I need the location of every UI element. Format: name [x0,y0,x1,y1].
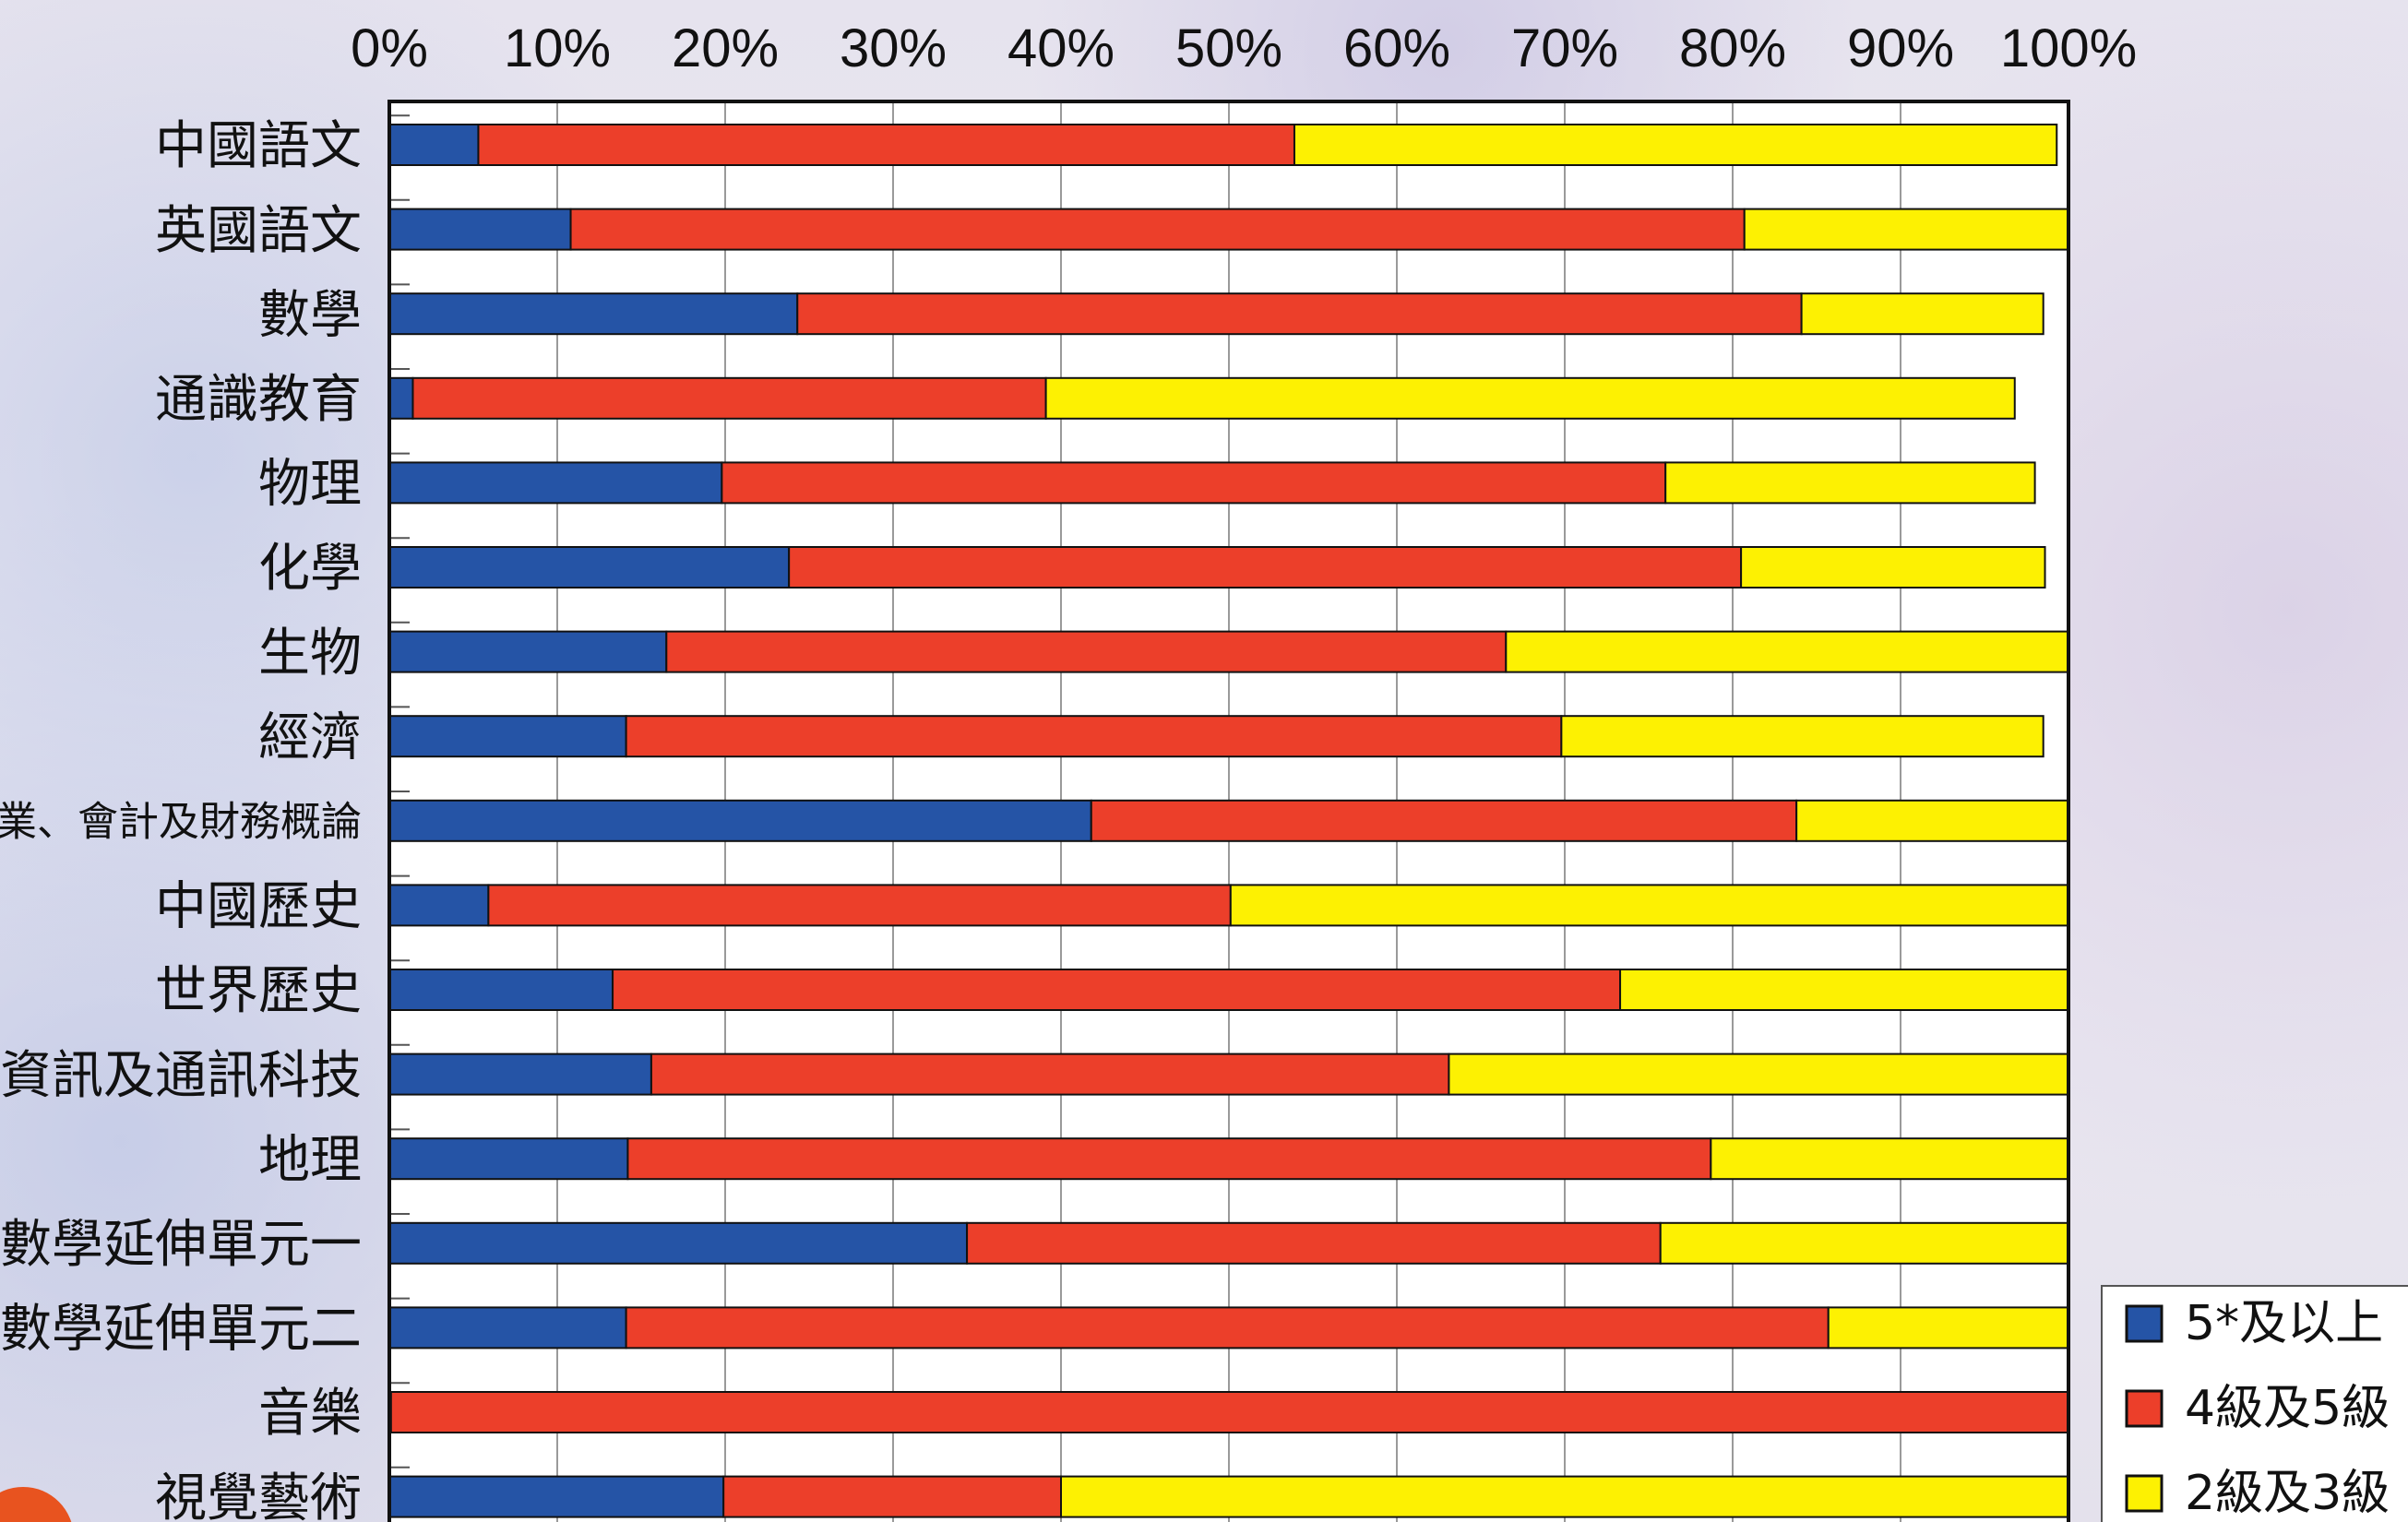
bar-segment [388,884,490,927]
x-tick-label: 90% [1847,18,1954,78]
bar-segment [1800,292,2044,336]
bar-segment [665,630,1508,673]
x-tick-label: 40% [1007,18,1115,78]
bar-segment [411,376,1047,420]
bar-segment [1619,969,2070,1011]
bar-segment [388,124,480,166]
category-label: 數學延伸單元二 [0,1300,362,1360]
bar-segment [388,715,627,758]
x-tick-label: 50% [1175,18,1282,78]
bar-segment [388,1306,627,1350]
bar-segment [1795,799,2070,842]
x-tick-label: 30% [840,18,947,78]
bar-segment [1664,461,2036,505]
bar-segment [1505,630,2070,673]
bar-segment [1229,884,2069,927]
x-tick-label: 60% [1343,18,1450,78]
bar-segment [1743,208,2069,251]
bar-segment [389,1391,2070,1433]
plot-frame [387,100,2070,1522]
bar-segment [788,546,1743,589]
legend-swatch [2125,1389,2164,1428]
legend-swatch [2125,1304,2164,1343]
bar-segment [388,969,614,1011]
bar-segment [1560,715,2044,758]
bar-segment [1659,1221,2069,1265]
bar-segment [966,1221,1662,1265]
bar-segment [612,969,1622,1011]
x-tick-label: 0% [351,18,428,78]
legend-label: 5*及以上 [2185,1296,2383,1351]
bar-segment [1740,546,2046,589]
bar-segment [388,1137,629,1181]
legend-swatch [2125,1474,2164,1513]
category-label: 經濟 [258,707,362,767]
category-label: 數學延伸單元一 [0,1215,362,1275]
bar-segment [625,1306,1830,1350]
category-label: 世界歷史 [155,961,362,1021]
bar-segment [1710,1137,2069,1181]
category-label: 中國語文 [155,116,362,176]
bar-segment [1827,1306,2069,1350]
bar-segment [1448,1052,2070,1096]
bar-segment [388,546,791,589]
bar-segment [388,1221,969,1265]
bar-segment [388,630,668,673]
category-label: 英國語文 [155,201,362,261]
category-label: 中國歷史 [155,877,362,937]
bar-segment [477,124,1295,166]
category-label: 視覺藝術 [155,1468,362,1522]
bar-segment [388,292,799,336]
bar-segment [388,461,723,505]
category-label: 音樂 [258,1384,362,1444]
legend-label: 4級及5級 [2185,1381,2390,1436]
x-tick-label: 70% [1511,18,1618,78]
x-tick-label: 100% [2000,18,2137,78]
category-label: 數學 [258,285,362,345]
category-label: 生物 [258,624,362,684]
x-tick-label: 20% [672,18,779,78]
bar-segment [1060,1475,2069,1518]
bar-segment [388,1475,725,1518]
category-label: 資訊及通訊科技 [0,1046,362,1106]
bar-segment [625,715,1563,758]
bar-segment [569,208,1746,251]
category-label: 化學 [258,539,362,599]
bar-segment [722,1475,1062,1518]
bar-segment [1090,799,1798,842]
category-label: 通識教育 [155,370,362,430]
category-label: 物理 [258,455,362,515]
bar-segment [487,884,1232,927]
bar-segment [650,1052,1450,1096]
legend-label: 2級及3級 [2185,1466,2390,1521]
bar-segment [1293,124,2058,166]
bar-segment [796,292,1803,336]
bar-segment [626,1137,1712,1181]
bar-segment [388,208,572,251]
bar-segment [388,376,414,420]
bar-segment [1044,376,2016,420]
category-label: 企業、會計及財務概論 [0,799,362,846]
bar-segment [388,1052,652,1096]
bar-segment [388,799,1092,842]
x-tick-label: 10% [504,18,611,78]
x-tick-label: 80% [1679,18,1786,78]
bar-segment [721,461,1667,505]
category-label: 地理 [258,1130,362,1190]
